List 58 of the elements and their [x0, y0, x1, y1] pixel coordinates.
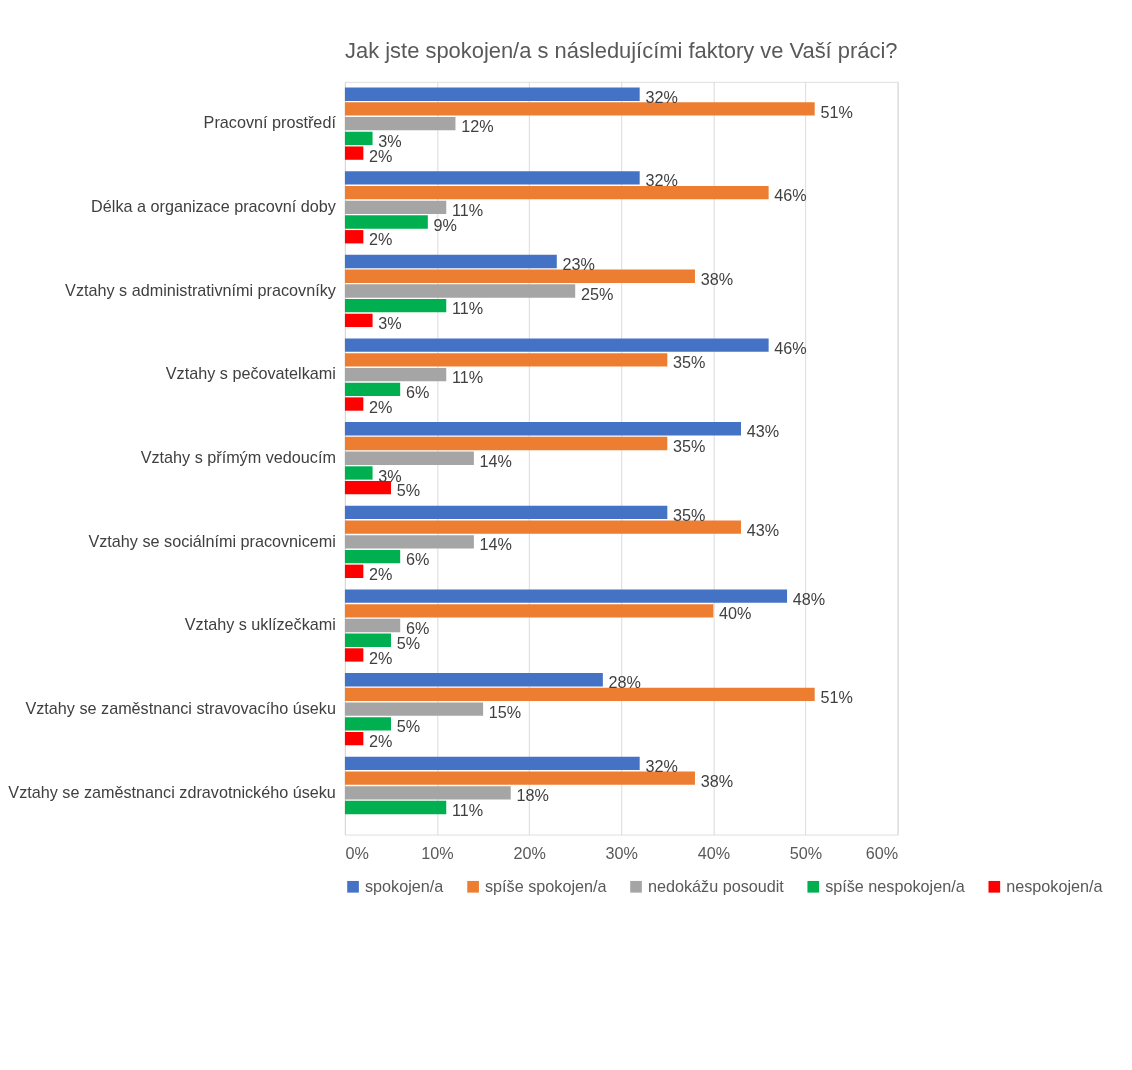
data-label: 46%: [774, 186, 807, 205]
legend-label: spíše spokojen/a: [485, 876, 607, 895]
y-tick-label: Vztahy se zaměstnanci zdravotnického úseku: [8, 782, 336, 801]
legend-label: spíše nespokojen/a: [825, 876, 965, 895]
data-label: 2%: [369, 230, 393, 249]
data-label: 35%: [673, 437, 706, 456]
y-tick-label: Vztahy se sociálními pracovnicemi: [88, 531, 336, 550]
data-label: 43%: [746, 422, 780, 441]
data-label: 11%: [451, 801, 484, 820]
data-label: 11%: [451, 299, 484, 318]
data-label: 6%: [405, 550, 430, 569]
data-label: 32%: [645, 756, 678, 775]
x-tick-label: 50%: [789, 843, 823, 862]
x-tick-label: 40%: [697, 843, 731, 862]
x-tick-label: 20%: [513, 843, 546, 862]
data-label: 32%: [645, 171, 678, 190]
data-label: 38%: [700, 771, 734, 790]
data-label: 23%: [562, 255, 595, 274]
data-label: 46%: [774, 338, 807, 357]
data-label: 25%: [580, 284, 614, 303]
data-label: 5%: [396, 717, 421, 736]
data-label: 35%: [673, 353, 706, 372]
data-label: 6%: [405, 382, 430, 401]
data-label: 35%: [673, 506, 706, 525]
y-tick-label: Pracovní prostředí: [203, 113, 337, 132]
y-tick-label: Vztahy s uklízečkami: [184, 615, 336, 634]
chart-title: Jak jste spokojen/a s následujícími faktory ve Vaší práci?: [345, 38, 898, 64]
y-tick-label: Délka a organizace pracovní doby: [91, 197, 337, 216]
legend-label: nespokojen/a: [1006, 876, 1103, 895]
data-label: 38%: [700, 269, 734, 288]
data-label: 14%: [479, 451, 513, 470]
data-label: 48%: [792, 589, 826, 608]
data-label: 32%: [645, 87, 678, 106]
data-label: 11%: [451, 368, 484, 387]
data-label: 43%: [746, 520, 780, 539]
x-tick-label: 60%: [865, 843, 899, 862]
data-label: 2%: [369, 648, 393, 667]
data-label: 28%: [608, 673, 641, 692]
legend-label: nedokážu posoudit: [647, 876, 785, 895]
x-tick-label: 10%: [421, 843, 454, 862]
data-label: 15%: [488, 702, 522, 721]
data-label: 40%: [719, 604, 752, 623]
data-label: 2%: [369, 397, 393, 416]
data-label: 51%: [820, 102, 853, 121]
y-tick-label: Vztahy s pečovatelkami: [165, 364, 336, 383]
data-label: 3%: [378, 313, 402, 332]
y-tick-label: Vztahy s přímým vedoucím: [140, 448, 336, 466]
legend-label: spokojen/a: [364, 876, 444, 895]
data-label: 18%: [516, 786, 549, 805]
data-label: 12%: [461, 117, 494, 136]
x-tick-label: 30%: [605, 843, 638, 862]
y-tick-label: Vztahy s administrativními pracovníky: [65, 280, 337, 299]
y-tick-label: Vztahy se zaměstnanci stravovacího úseku: [25, 698, 336, 717]
data-label: 2%: [369, 564, 393, 583]
x-tick-label: 0%: [345, 843, 369, 862]
data-label: 2%: [369, 732, 393, 751]
data-label: 14%: [479, 535, 513, 554]
data-label: 51%: [820, 688, 853, 707]
